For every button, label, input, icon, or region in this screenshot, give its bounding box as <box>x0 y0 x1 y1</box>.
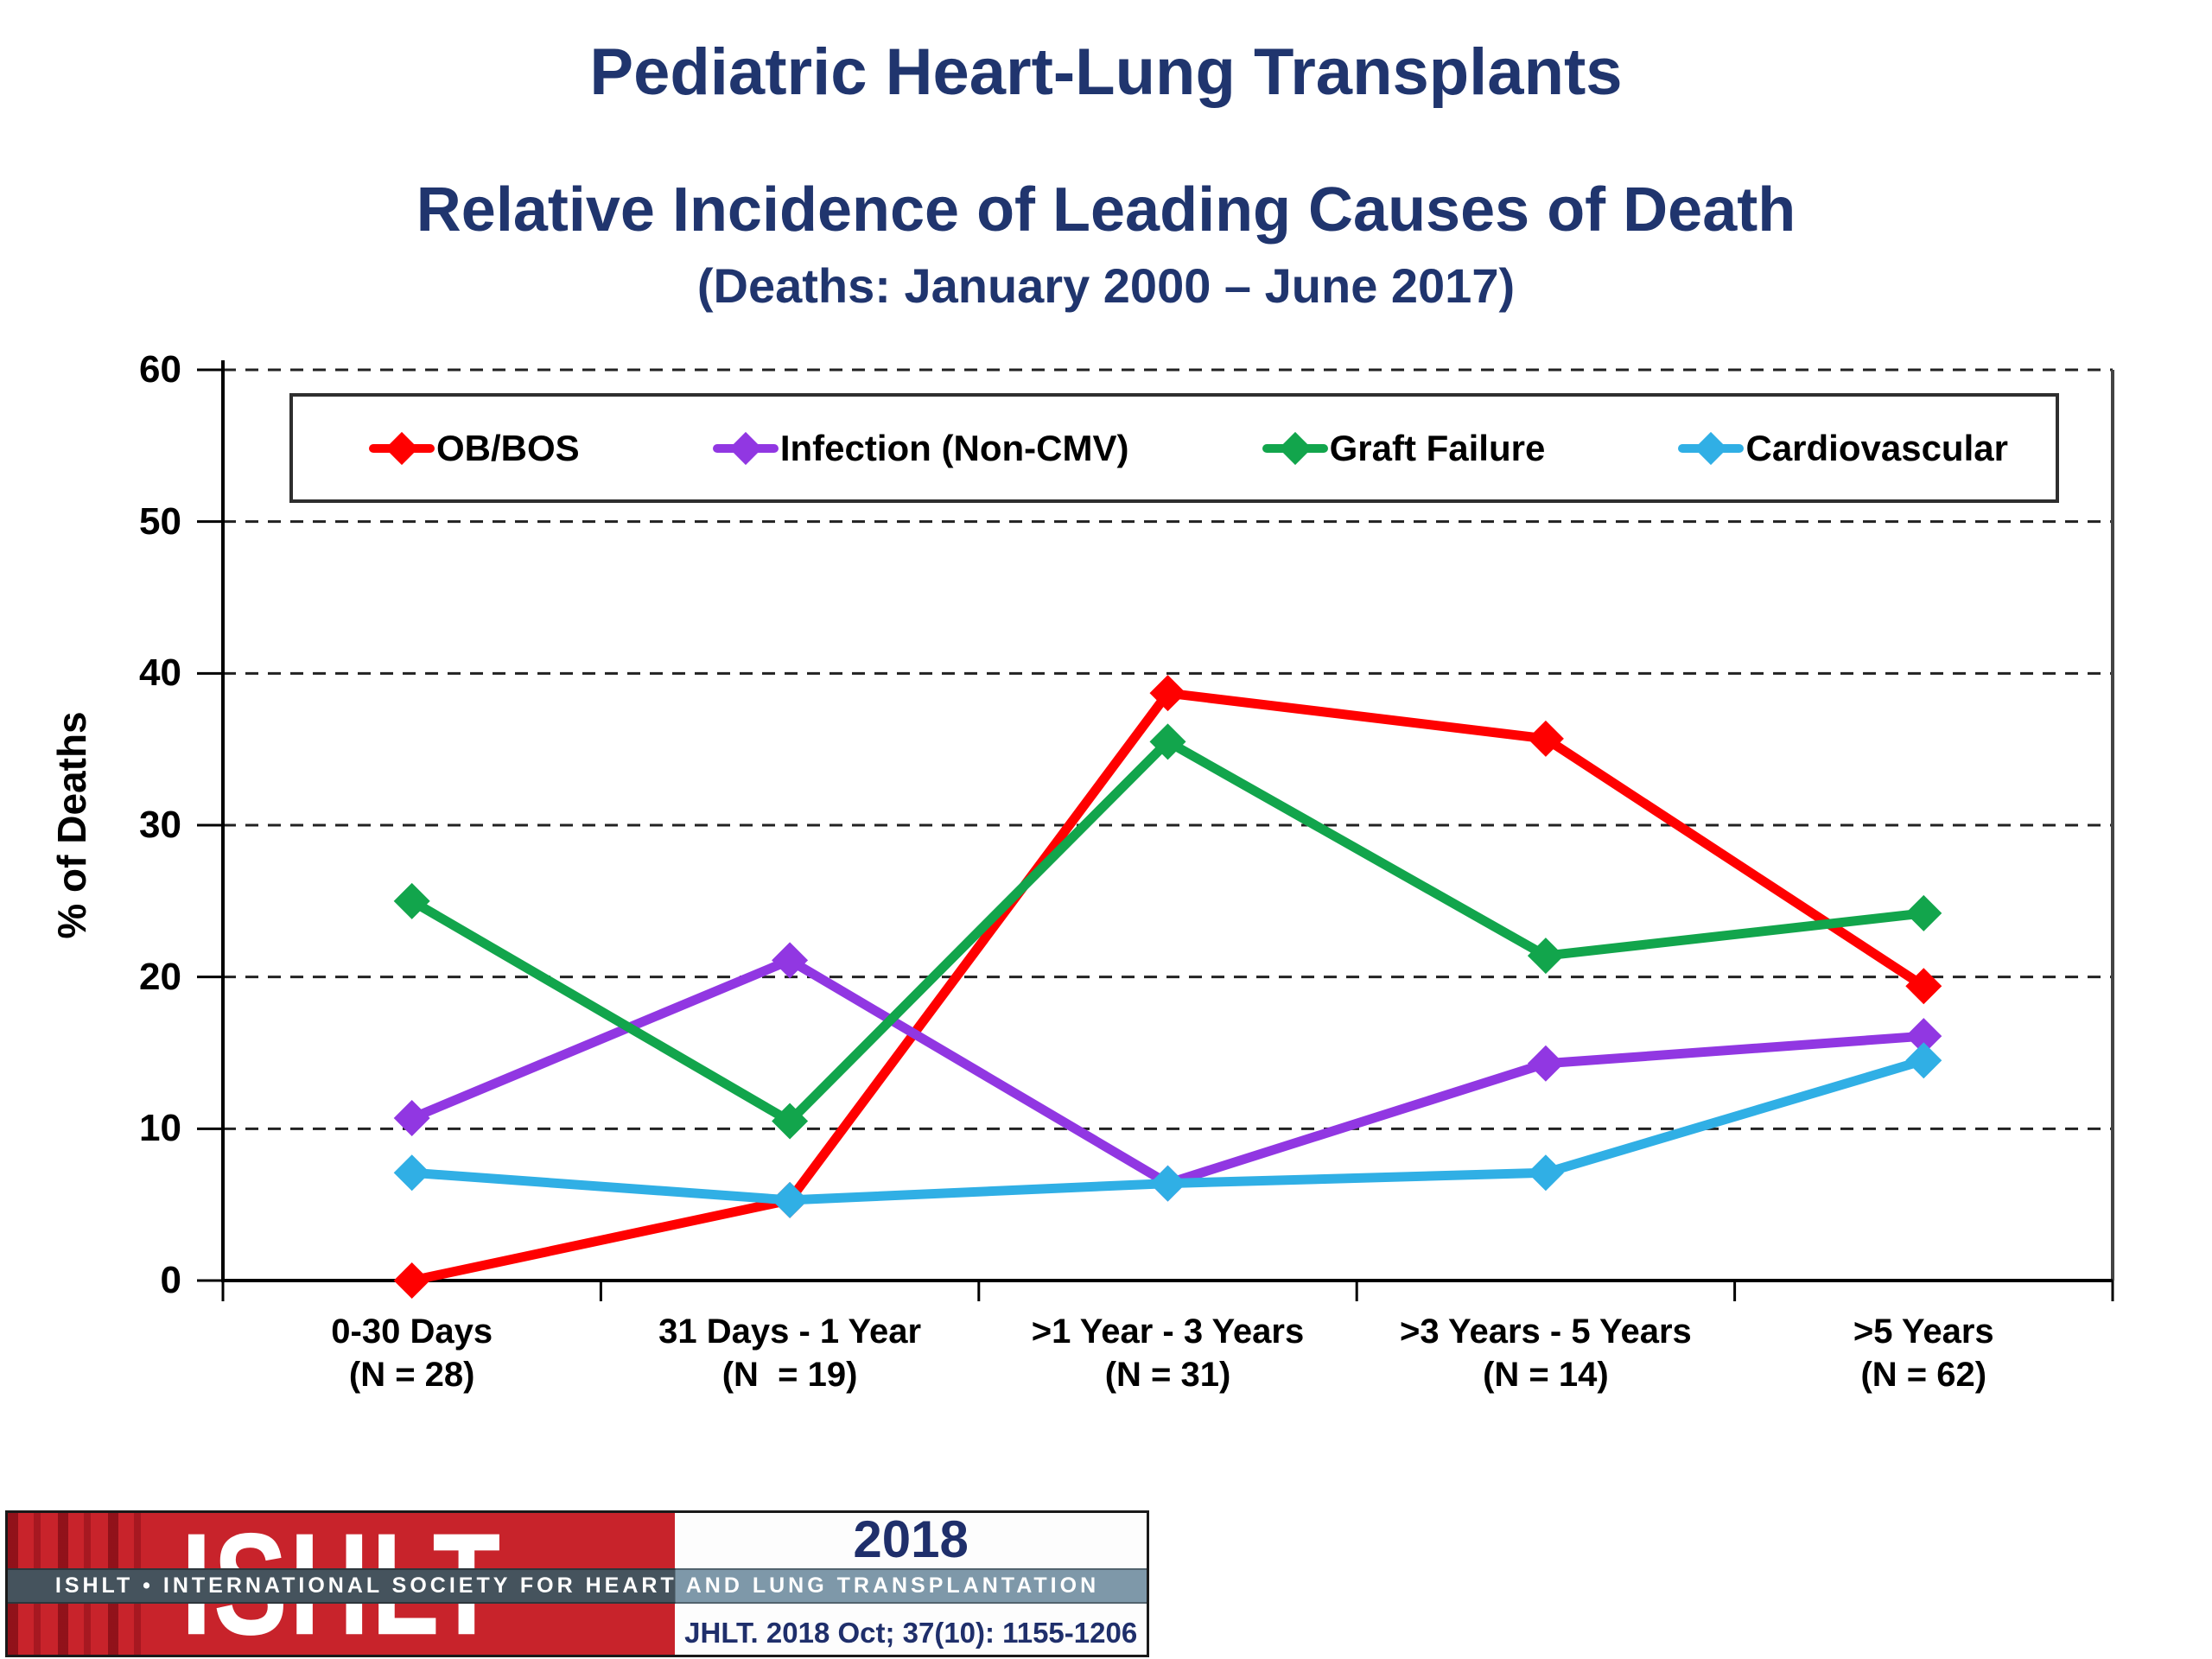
y-tick-label: 50 <box>139 499 181 543</box>
footer-citation: JHLT. 2018 Oct; 37(10): 1155-1206 <box>684 1617 1138 1649</box>
legend-item: OB/BOS <box>369 428 580 469</box>
x-category-name: 0-30 Days <box>331 1313 493 1351</box>
x-category-name: >1 Year - 3 Years <box>1031 1313 1305 1351</box>
legend-series-marker-icon <box>1678 431 1745 465</box>
legend-item: Graft Failure <box>1262 427 1546 469</box>
chart-legend: OB/BOS Infection (Non-CMV) Graft Failure Ca… <box>289 393 2059 503</box>
x-category-name: >3 Years - 5 Years <box>1400 1313 1692 1351</box>
x-category-label: 31 Days - 1 Year (N = 19) <box>591 1310 988 1396</box>
x-category-label: 0-30 Days (N = 28) <box>213 1310 611 1396</box>
y-tick-label: 60 <box>139 348 181 391</box>
y-tick-label: 0 <box>160 1259 181 1301</box>
ishlt-footer: ISHLT 2018 JHLT. 2018 Oct; 37(10): 1155-… <box>5 1510 1149 1657</box>
x-category-name: >5 Years <box>1853 1313 1994 1351</box>
y-tick-label: 30 <box>139 804 181 846</box>
y-tick-label: 10 <box>139 1107 181 1150</box>
x-category-n: (N = 31) <box>1104 1356 1231 1394</box>
x-category-n: (N = 62) <box>1860 1356 1987 1394</box>
x-category-label: >5 Years (N = 62) <box>1725 1310 2122 1396</box>
y-tick-label: 20 <box>139 955 181 998</box>
page-title: Pediatric Heart-Lung Transplants <box>589 35 1623 109</box>
legend-series-marker-icon <box>1262 431 1328 465</box>
x-category-name: 31 Days - 1 Year <box>658 1313 922 1351</box>
legend-item: Infection (Non-CMV) <box>712 427 1129 469</box>
x-category-n: (N = 19) <box>721 1356 858 1394</box>
y-tick-label: 40 <box>139 652 181 695</box>
x-category-n: (N = 28) <box>348 1356 475 1394</box>
legend-series-marker-icon <box>712 431 779 465</box>
legend-series-label: OB/BOS <box>436 427 580 468</box>
footer-banner-text: ISHLT • INTERNATIONAL SOCIETY FOR HEART … <box>54 1573 1100 1598</box>
legend-series-marker-icon <box>369 431 435 465</box>
x-category-n: (N = 14) <box>1483 1356 1609 1394</box>
page-subtitle: Relative Incidence of Leading Causes of … <box>416 175 1796 245</box>
legend-series-label: Graft Failure <box>1329 427 1546 468</box>
footer-year: 2018 <box>853 1510 969 1568</box>
x-category-label: >1 Year - 3 Years (N = 31) <box>969 1310 1367 1396</box>
page-subtitle-dates: (Deaths: January 2000 – June 2017) <box>696 258 1516 313</box>
x-category-label: >3 Years - 5 Years (N = 14) <box>1347 1310 1745 1396</box>
legend-series-label: Cardiovascular <box>1745 427 2008 468</box>
legend-series-label: Infection (Non-CMV) <box>779 427 1129 468</box>
footer-banner: ISHLT • INTERNATIONAL SOCIETY FOR HEART … <box>8 1568 1147 1604</box>
legend-item: Cardiovascular <box>1678 427 2008 469</box>
